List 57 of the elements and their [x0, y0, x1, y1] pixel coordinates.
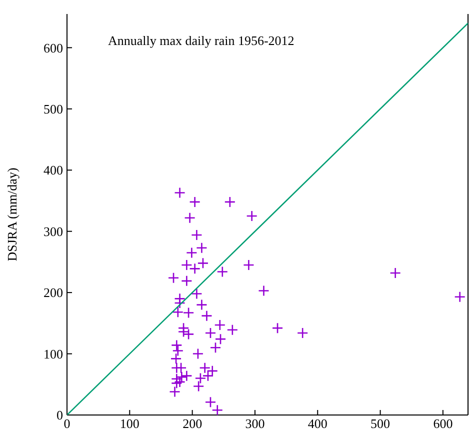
point: [390, 267, 401, 279]
point: [454, 291, 466, 302]
point: [246, 210, 258, 222]
point: [171, 340, 182, 351]
point: [224, 196, 236, 208]
point: [172, 345, 184, 356]
point: [170, 353, 182, 364]
point: [201, 310, 212, 322]
x-tick-label: 100: [120, 416, 140, 432]
x-tick-label: 600: [433, 416, 453, 432]
point: [181, 275, 192, 287]
point: [212, 404, 224, 415]
y-tick-label: 100: [44, 346, 63, 362]
point: [196, 242, 208, 254]
point: [169, 386, 180, 398]
point: [171, 378, 182, 389]
y-tick-label: 300: [44, 224, 63, 239]
x-tick-label: 300: [245, 416, 265, 432]
point: [197, 258, 209, 269]
point: [189, 196, 200, 208]
point: [174, 376, 186, 388]
y-tick-label: 500: [44, 102, 63, 117]
point: [174, 187, 186, 198]
point: [210, 342, 222, 354]
point: [214, 319, 226, 331]
point: [192, 348, 204, 360]
point: [202, 370, 214, 382]
point: [204, 327, 216, 339]
point: [196, 299, 208, 310]
point: [172, 306, 184, 318]
point: [226, 324, 238, 336]
y-tick-label: 200: [44, 285, 63, 300]
point: [186, 247, 198, 258]
point: [181, 259, 192, 271]
point: [191, 229, 202, 241]
x-tick-label: 200: [182, 416, 202, 432]
point: [189, 263, 200, 274]
point: [192, 380, 204, 392]
point: [216, 266, 228, 278]
point: [168, 272, 180, 284]
point: [214, 333, 226, 345]
x-tick-label: 400: [308, 416, 328, 432]
point: [243, 259, 254, 271]
point: [258, 285, 270, 296]
point: [184, 212, 196, 224]
annotation: Annually max daily rain 1956-2012: [108, 33, 294, 49]
point: [176, 371, 188, 383]
point: [296, 327, 308, 339]
point: [191, 288, 202, 300]
point: [272, 322, 284, 334]
x-tick-label: 500: [370, 416, 390, 432]
y-axis-title: DSJRA (mm/day): [4, 168, 20, 262]
point: [194, 372, 206, 384]
y-tick-label: 400: [44, 162, 63, 178]
point: [182, 307, 194, 318]
y-tick-label: 600: [44, 40, 63, 56]
point: [204, 396, 216, 408]
